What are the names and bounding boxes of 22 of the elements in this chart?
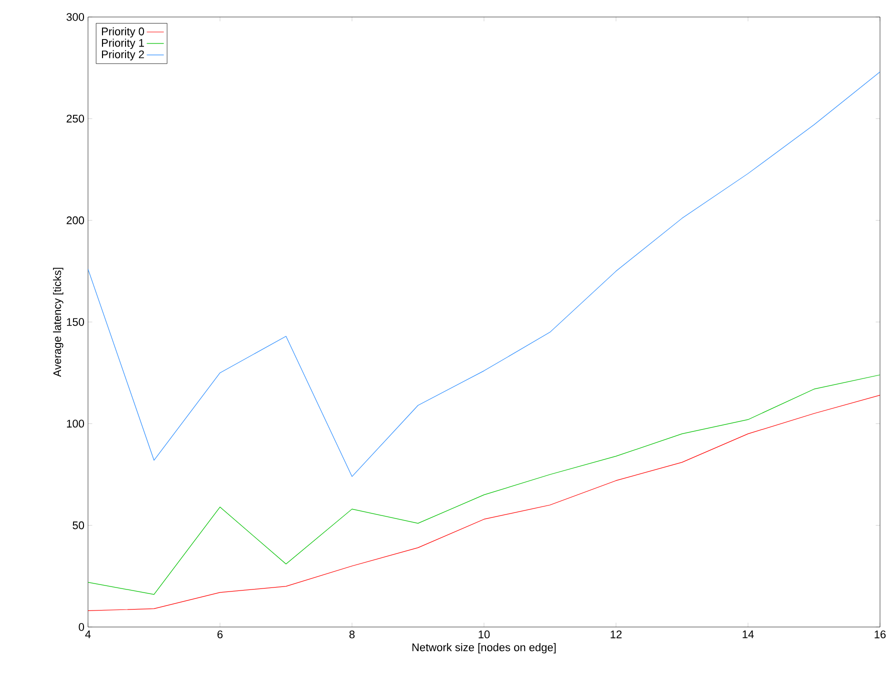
- y-tick-label: 300: [66, 13, 84, 21]
- legend-label: Priority 0: [102, 27, 144, 38]
- x-tick-label: 10: [478, 630, 490, 638]
- x-tick-label: 16: [874, 630, 886, 638]
- legend-label: Priority 1: [102, 38, 144, 49]
- x-tick-label: 6: [218, 630, 223, 638]
- y-tick-label: 200: [66, 216, 84, 224]
- y-tick-label: 0: [78, 623, 84, 631]
- legend-label: Priority 2: [102, 50, 144, 60]
- y-tick-label: 100: [66, 420, 84, 428]
- x-tick-label: 14: [742, 630, 754, 638]
- line-series: [88, 374, 880, 595]
- line-series: [88, 72, 880, 477]
- x-axis-title: Network size [nodes on edge]: [412, 643, 556, 654]
- y-tick-label: 150: [66, 318, 84, 326]
- y-tick-label: 250: [66, 114, 84, 123]
- x-tick-label: 12: [610, 630, 622, 638]
- y-tick-label: 50: [72, 521, 84, 530]
- line-series: [88, 394, 880, 612]
- x-tick-label: 8: [349, 630, 355, 638]
- x-tick-label: 4: [85, 630, 91, 638]
- y-axis-title: Average latency [ticks]: [53, 268, 64, 377]
